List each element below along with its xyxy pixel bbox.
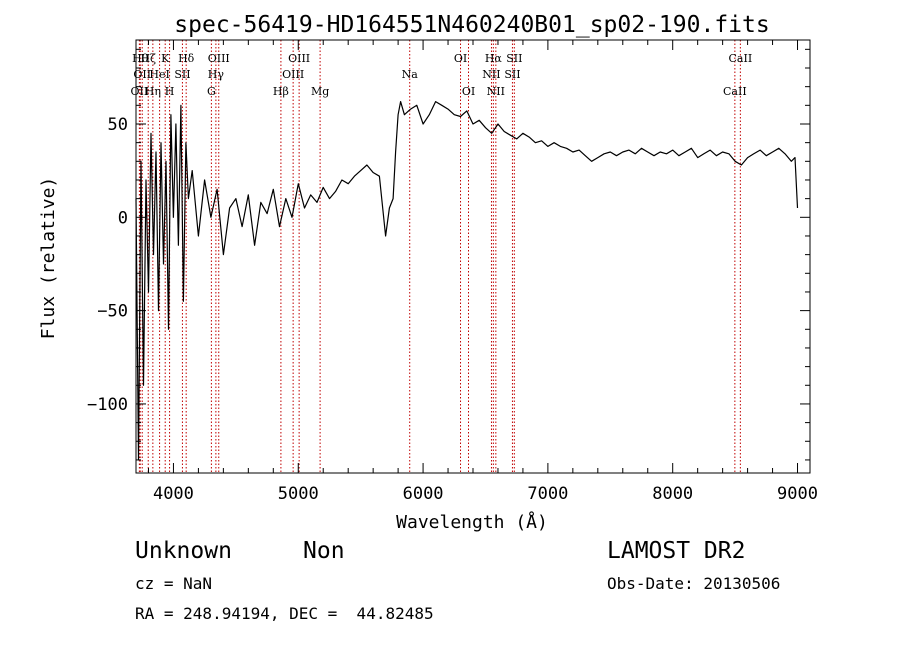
x-tick-label: 5000 [278,484,319,504]
plot-area-frame [135,39,811,474]
y-tick-label: −50 [97,302,128,322]
y-tick-label: 0 [118,208,128,228]
chart-title: spec-56419-HD164551N460240B01_sp02-190.f… [174,12,769,38]
x-axis-label: Wavelength (Å) [396,511,548,533]
object-class-label: Unknown [135,538,232,564]
x-tick-label: 8000 [652,484,693,504]
spectrum-series [135,100,799,461]
line-marker-label-22: NII [487,85,505,98]
line-marker-label-18: OI [454,52,467,65]
line-marker-label-7: H [165,85,175,98]
y-tick-label: 50 [108,115,128,135]
line-marker-label-26: CaII [729,52,753,65]
line-marker-label-9: Hδ [178,52,195,65]
redshift-text: cz = NaN [135,574,213,593]
x-tick-label: 4000 [153,484,194,504]
line-marker-label-25: CaII [723,85,747,98]
line-marker-label-15: OIII [288,52,310,65]
line-marker-label-12: OIII [208,52,230,65]
coordinates-text: RA = 248.94194, DEC = 44.82485 [135,604,434,623]
line-marker-label-6: K [161,52,170,65]
y-axis-label: Flux (relative) [38,177,59,340]
line-marker-label-21: Hα [485,52,503,65]
x-tick-label: 6000 [403,484,444,504]
line-marker-label-5: HeI [149,68,169,81]
line-marker-label-2: OII [133,68,151,81]
x-axis-ticks: 4000 5000 6000 7000 8000 9000 [147,40,818,504]
object-subclass-label: Non [303,538,345,564]
spectral-line-markers [138,40,741,473]
line-marker-label-3: Hζ [140,52,156,65]
line-marker-label-4: Hη [145,85,161,98]
obs-date-text: Obs-Date: 20130506 [607,574,781,593]
y-tick-label: −100 [87,395,128,415]
line-marker-label-14: OIII [282,68,304,81]
line-marker-label-19: OI [462,85,475,98]
survey-label: LAMOST DR2 [607,538,746,564]
line-marker-label-17: Na [402,68,419,81]
x-tick-label: 9000 [777,484,818,504]
line-marker-label-20: NII [482,68,500,81]
line-marker-label-8: SII [174,68,190,81]
y-axis-ticks: −100 −50 0 50 [87,48,810,461]
spectrum-line-0 [135,100,799,461]
line-marker-label-13: Hβ [273,85,289,98]
spectral-line-labels: OIIHθOIIHζHηHeIKHSIIHδGHγOIIIHβOIIIOIIIM… [131,52,753,98]
line-marker-label-0: OII [131,85,149,98]
x-tick-label: 7000 [527,484,568,504]
line-marker-label-24: SII [506,52,522,65]
line-marker-label-11: Hγ [208,68,225,81]
line-marker-label-16: Mg [311,85,329,98]
line-marker-label-23: SII [504,68,520,81]
line-marker-label-10: G [207,85,216,98]
